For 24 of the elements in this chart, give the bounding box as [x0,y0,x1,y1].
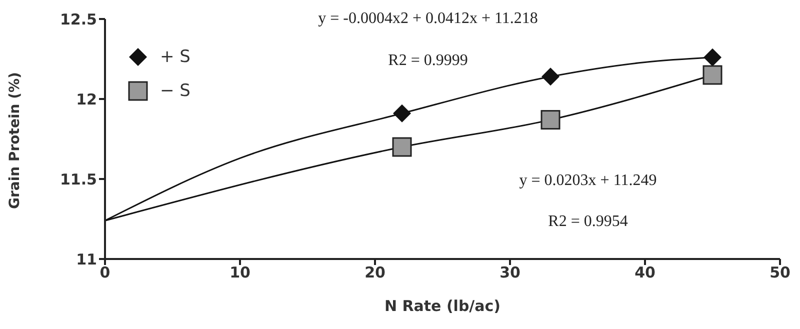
y-tick-label: 11.5 [60,170,97,188]
x-tick-label: 0 [100,264,110,282]
point [393,104,411,122]
y-axis-title: Grain Protein (%) [6,72,23,209]
y-tick-label: 12 [76,90,97,108]
y-tick-label: 12.5 [60,10,97,28]
point [704,48,722,66]
point [540,110,560,130]
x-tick-label: 10 [230,264,250,282]
legend-label: + S [160,47,190,67]
y-tick-label: 11 [76,250,97,268]
x-tick-label: 20 [364,264,386,282]
x-tick-label: 40 [634,264,656,282]
annotation: R2 = 0.9999 [388,52,468,70]
annotation: y = 0.0203x + 11.249 [519,172,657,190]
annotation: y = -0.0004x2 + 0.0412x + 11.218 [318,10,538,28]
x-axis-title: N Rate (lb/ac) [384,297,501,315]
x-tick-label: 30 [500,264,520,282]
point [542,68,560,86]
point [702,65,722,85]
legend-label: − S [160,81,190,101]
point [392,137,412,157]
x-tick-label: 50 [770,264,790,282]
annotation: R2 = 0.9954 [548,213,628,231]
